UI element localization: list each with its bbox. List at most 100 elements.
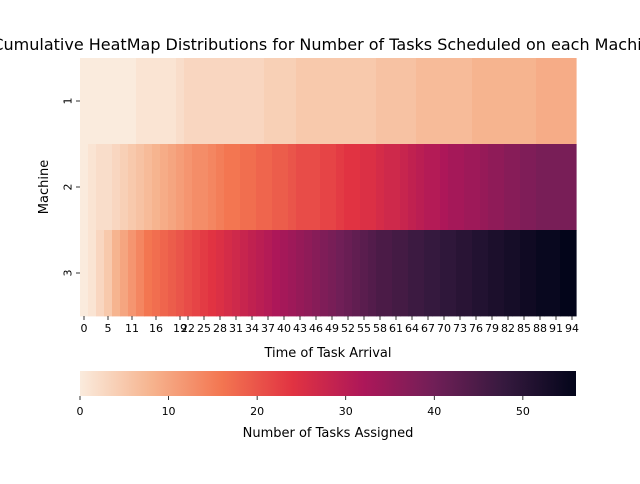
heatmap-cell (456, 230, 465, 317)
heatmap-cell (368, 58, 377, 145)
heatmap-cell (232, 58, 241, 145)
x-tick-label: 19 (173, 322, 187, 335)
x-tick-label: 82 (501, 322, 515, 335)
heatmap-cell (104, 58, 113, 145)
heatmap-cell (552, 230, 561, 317)
heatmap-cell (208, 230, 217, 317)
heatmap-cell (272, 230, 281, 317)
heatmap-cell (544, 58, 553, 145)
colorbar-tick-label: 30 (339, 405, 353, 418)
heatmap-cell (520, 230, 529, 317)
heatmap-cell (136, 230, 145, 317)
heatmap-cell (360, 144, 369, 231)
heatmap-cell (184, 230, 193, 317)
heatmap-cell (344, 230, 353, 317)
heatmap-cell (448, 58, 457, 145)
heatmap-cell (408, 144, 417, 231)
heatmap-cell (256, 144, 265, 231)
heatmap-cell (520, 58, 529, 145)
x-tick-label: 55 (357, 322, 371, 335)
heatmap-cell (216, 144, 225, 231)
heatmap-cell (296, 144, 305, 231)
heatmap-cell (240, 230, 249, 317)
heatmap-cell (288, 230, 297, 317)
heatmap-cell (320, 144, 329, 231)
heatmap-cell (464, 230, 473, 317)
heatmap-cell (400, 144, 409, 231)
x-tick-label: 76 (469, 322, 483, 335)
heatmap-cell (504, 230, 513, 317)
heatmap-cell (288, 58, 297, 145)
heatmap-cell (336, 144, 345, 231)
heatmap-cell (384, 144, 393, 231)
heatmap-cell (264, 230, 273, 317)
heatmap-cell (208, 144, 217, 231)
heatmap-cell (544, 230, 553, 317)
heatmap-cell (200, 230, 209, 317)
heatmap-cell (528, 144, 537, 231)
heatmap-cell (496, 230, 505, 317)
heatmap-cell (472, 58, 481, 145)
heatmap-cell (440, 58, 449, 145)
heatmap-cell (192, 144, 201, 231)
heatmap-cell (224, 230, 233, 317)
heatmap-cell (392, 144, 401, 231)
heatmap-cell (96, 230, 105, 317)
heatmap-cell (488, 58, 497, 145)
heatmap-cell (560, 58, 569, 145)
heatmap-cell (464, 144, 473, 231)
heatmap-cell (144, 144, 153, 231)
heatmap-cell (136, 144, 145, 231)
heatmap-cell (472, 230, 481, 317)
heatmap-cell (408, 58, 417, 145)
heatmap-cell (488, 144, 497, 231)
heatmap-cell (512, 58, 521, 145)
heatmap-cell (320, 58, 329, 145)
heatmap-cell (216, 230, 225, 317)
heatmap-cell (544, 144, 553, 231)
heatmap-cell (376, 230, 385, 317)
heatmap-cell (96, 58, 105, 145)
heatmap-cell (248, 230, 257, 317)
heatmap-cell (520, 144, 529, 231)
y-axis-label: Machine (37, 160, 52, 214)
colorbar-label: Number of Tasks Assigned (243, 426, 414, 441)
y-tick-label: 1 (62, 98, 75, 105)
heatmap-cell (128, 230, 137, 317)
heatmap-cell (128, 58, 137, 145)
heatmap-cell (160, 230, 169, 317)
heatmap-cell (144, 58, 153, 145)
heatmap-cell (368, 230, 377, 317)
heatmap-cell (400, 230, 409, 317)
heatmap-cell (312, 58, 321, 145)
heatmap-cell (448, 144, 457, 231)
heatmap-cell (112, 144, 121, 231)
heatmap-cell (552, 58, 561, 145)
heatmap-cell (160, 58, 169, 145)
heatmap-cell (504, 144, 513, 231)
heatmap-cell (128, 144, 137, 231)
heatmap-cell (352, 144, 361, 231)
x-tick-label: 70 (437, 322, 451, 335)
heatmap-cell (528, 58, 537, 145)
heatmap-cell (152, 144, 161, 231)
heatmap-cell (280, 230, 289, 317)
heatmap-cell (208, 58, 217, 145)
heatmap-cell (424, 144, 433, 231)
x-tick-label: 67 (421, 322, 435, 335)
heatmap-cell (280, 58, 289, 145)
heatmap-cell (320, 230, 329, 317)
heatmap-cell (432, 144, 441, 231)
heatmap-cell (304, 230, 313, 317)
colorbar (80, 371, 576, 396)
heatmap-cell (384, 58, 393, 145)
heatmap-cell (328, 144, 337, 231)
colorbar-ticks: 0 10 20 30 40 50 (77, 396, 530, 418)
x-tick-label: 85 (517, 322, 531, 335)
x-tick-label: 16 (149, 322, 163, 335)
heatmap-cell (368, 144, 377, 231)
heatmap-cell (352, 58, 361, 145)
heatmap-cell (328, 230, 337, 317)
heatmap-cell (144, 230, 153, 317)
heatmap-cell (288, 144, 297, 231)
